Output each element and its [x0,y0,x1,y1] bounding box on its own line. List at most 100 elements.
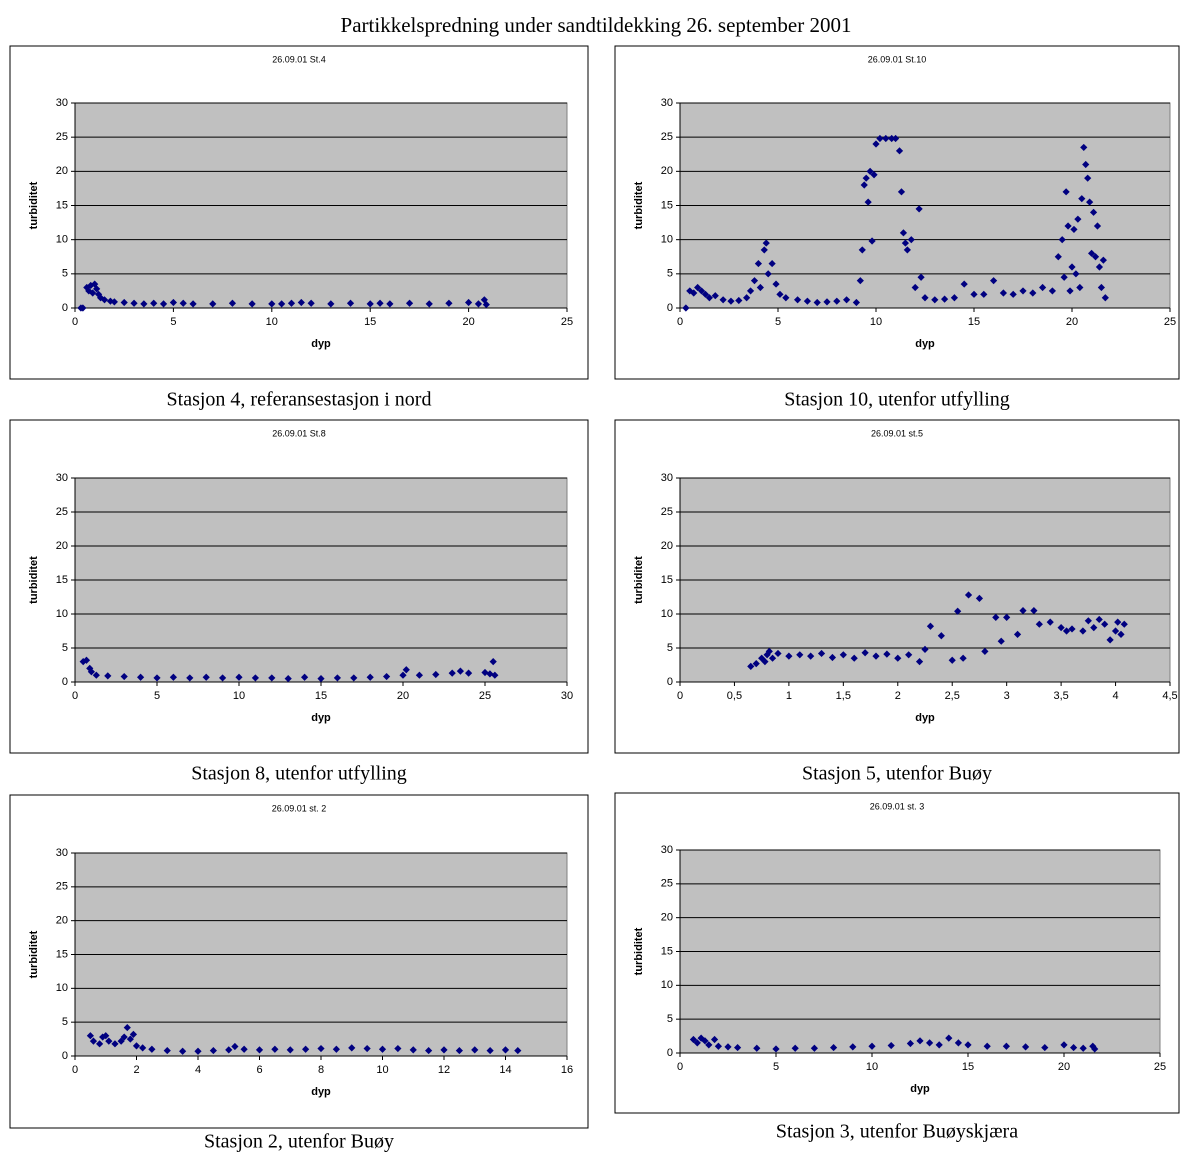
chart-caption: Stasjon 10, utenfor utfylling [784,389,1010,411]
data-point [711,292,719,300]
y-tick-label: 5 [667,642,673,654]
data-point [440,1046,448,1054]
data-point [911,283,919,292]
data-point [169,298,177,307]
data-point [935,1041,943,1049]
y-tick-label: 5 [62,642,68,654]
data-point [104,672,112,680]
data-point [489,658,497,666]
data-point [883,650,891,658]
y-tick-label: 10 [661,608,673,620]
data-point [810,1044,818,1052]
x-tick-label: 1,5 [836,690,851,702]
data-point [990,277,998,285]
data-point [163,1046,171,1055]
data-point [1046,618,1054,626]
x-tick-label: 0 [677,316,683,328]
data-point [926,622,935,630]
data-point [921,294,929,302]
data-point [858,246,866,254]
data-point [852,298,860,307]
data-point [796,651,804,659]
x-tick-label: 20 [462,316,474,328]
data-point [894,654,902,662]
data-point [132,1042,141,1050]
data-point [983,1042,991,1050]
data-point [905,651,913,659]
y-tick-label: 15 [661,574,673,586]
data-point [79,304,87,312]
data-point [445,299,453,307]
data-point [378,1045,387,1053]
y-tick-label: 30 [661,97,673,109]
chart-title: 26.09.01 st. 2 [272,803,327,813]
data-point [129,1030,138,1038]
data-point [189,300,197,308]
chart-title: 26.09.01 St.8 [272,428,326,438]
data-point [1066,287,1074,295]
data-point [734,1043,742,1052]
data-point [179,299,187,307]
x-tick-label: 0 [72,316,78,328]
data-point [981,647,989,655]
data-point [501,1046,510,1054]
data-point [864,198,872,206]
y-tick-label: 20 [56,915,68,927]
data-point [120,298,128,307]
y-tick-label: 0 [62,1050,68,1062]
data-point [102,1032,110,1040]
data-point [1002,1042,1010,1050]
data-point [785,652,793,660]
data-point [752,660,760,668]
x-tick-label: 0 [72,1064,78,1076]
data-point [399,671,407,679]
data-point [761,658,769,666]
data-point [849,1043,857,1051]
data-point [278,300,286,308]
data-point [768,259,776,268]
data-point [425,1046,433,1055]
data-point [921,645,929,653]
data-point [148,1045,156,1053]
y-tick-label: 5 [667,1013,673,1025]
data-point [753,1044,761,1052]
data-point [1079,627,1087,635]
data-point [870,171,878,179]
data-point [105,1037,113,1045]
data-point [888,134,896,143]
data-point [1076,283,1084,292]
data-point [150,299,158,307]
data-point [750,277,759,285]
data-point [153,674,161,682]
data-point [169,673,177,681]
data-point [714,1042,722,1050]
y-tick-label: 10 [661,234,673,246]
data-point [1074,215,1082,223]
data-point [682,304,690,312]
x-tick-label: 25 [1154,1061,1166,1073]
data-point [111,1040,119,1048]
chart-title: 26.09.01 St.10 [868,54,927,64]
chart-panel: 0 5 10 15 20 25 30 0 5 10 15 20 25 26.09.01 St.10 dyp t… [614,45,1180,411]
y-tick-label: 30 [661,472,673,484]
x-tick-label: 3 [1004,690,1010,702]
data-point [916,1037,924,1045]
data-point [471,1046,479,1054]
data-point [892,134,900,143]
data-point [1082,160,1090,169]
data-point [231,1042,239,1051]
data-point [823,298,831,306]
x-tick-label: 10 [266,316,278,328]
data-point [383,672,391,681]
y-axis-label: turbiditet [633,181,645,229]
data-point [194,1047,202,1055]
data-point [697,287,706,295]
data-point [915,205,923,213]
x-tick-label: 5 [154,690,160,702]
x-tick-label: 10 [233,690,245,702]
data-point [774,649,782,658]
data-point [332,1045,340,1053]
x-tick-label: 8 [318,1064,324,1076]
data-point [915,658,924,666]
data-point [1039,283,1047,292]
